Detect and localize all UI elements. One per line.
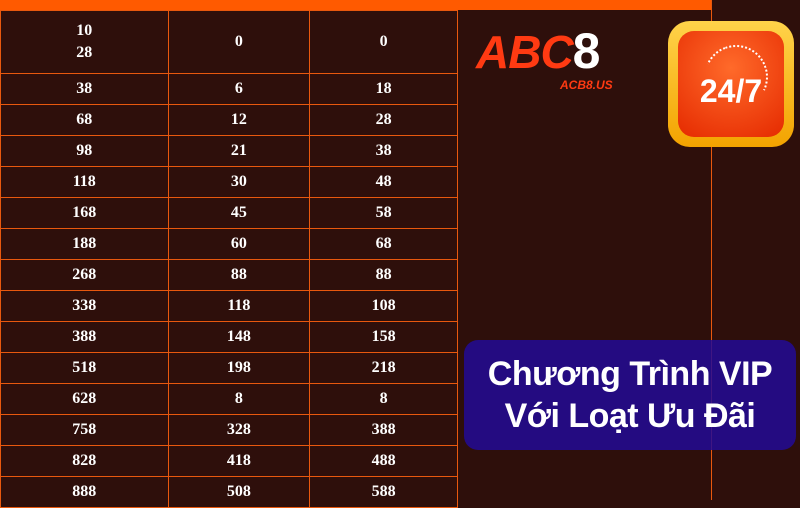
table-cell: 828 bbox=[0, 445, 169, 477]
logo-eight: 8 bbox=[572, 23, 601, 79]
table-row: 828 418 488 bbox=[0, 445, 458, 477]
cell-top-value: 10 bbox=[76, 22, 93, 39]
table-row: 98 21 38 bbox=[0, 135, 458, 167]
table-row: 118 30 48 bbox=[0, 166, 458, 198]
table-cell: 148 bbox=[167, 321, 311, 353]
table-cell: 60 bbox=[167, 228, 311, 260]
table-cell: 338 bbox=[0, 290, 169, 322]
divider bbox=[711, 0, 712, 500]
logo-abc: ABC bbox=[476, 26, 574, 78]
table-cell: 388 bbox=[0, 321, 169, 353]
cell-bottom-value: 28 bbox=[76, 44, 93, 61]
table-cell: 88 bbox=[309, 259, 458, 291]
abc8-logo: ABC8 ACB8.US bbox=[476, 22, 613, 92]
table-cell: 8 bbox=[309, 383, 458, 415]
table-cell: 88 bbox=[167, 259, 311, 291]
table-cell: 6 bbox=[167, 73, 311, 105]
table-row: 338 118 108 bbox=[0, 290, 458, 322]
table-cell: 888 bbox=[0, 476, 169, 508]
table-cell: 0 bbox=[309, 10, 458, 74]
table-cell: 98 bbox=[0, 135, 169, 167]
table-cell: 118 bbox=[0, 166, 169, 198]
table-row: 758 328 388 bbox=[0, 414, 458, 446]
table-cell: 38 bbox=[309, 135, 458, 167]
table-row: 388 148 158 bbox=[0, 321, 458, 353]
table-cell: 488 bbox=[309, 445, 458, 477]
table-cell: 8 bbox=[167, 383, 311, 415]
table-row: 518 198 218 bbox=[0, 352, 458, 384]
table-cell: 68 bbox=[309, 228, 458, 260]
logo-domain: ACB8.US bbox=[560, 78, 613, 92]
table-row: 10 28 0 0 bbox=[0, 10, 458, 74]
table-row: 268 88 88 bbox=[0, 259, 458, 291]
table-cell: 58 bbox=[309, 197, 458, 229]
banner-title: Chương Trình VIP Với Loạt Ưu Đãi bbox=[487, 355, 773, 435]
table-cell: 508 bbox=[167, 476, 311, 508]
table-cell: 118 bbox=[167, 290, 311, 322]
table-cell: 48 bbox=[309, 166, 458, 198]
table-cell: 28 bbox=[309, 104, 458, 136]
table-cell: 10 28 bbox=[0, 10, 169, 74]
table-cell: 218 bbox=[309, 352, 458, 384]
table-cell: 168 bbox=[0, 197, 169, 229]
table-cell: 68 bbox=[0, 104, 169, 136]
table-row: 168 45 58 bbox=[0, 197, 458, 229]
table-cell: 21 bbox=[167, 135, 311, 167]
table-cell: 388 bbox=[309, 414, 458, 446]
vip-table: 10 28 0 0 38 6 18 68 12 28 98 21 38 118 30 48 168 45 58… bbox=[0, 10, 458, 508]
table-cell: 108 bbox=[309, 290, 458, 322]
table-row: 628 8 8 bbox=[0, 383, 458, 415]
table-header-bar bbox=[0, 0, 711, 10]
table-cell: 418 bbox=[167, 445, 311, 477]
table-cell: 198 bbox=[167, 352, 311, 384]
table-cell: 758 bbox=[0, 414, 169, 446]
promo-banner: Chương Trình VIP Với Loạt Ưu Đãi bbox=[464, 340, 796, 450]
support-24-7-badge: 24/7 bbox=[668, 21, 794, 147]
table-row: 68 12 28 bbox=[0, 104, 458, 136]
table-cell: 45 bbox=[167, 197, 311, 229]
table-row: 38 6 18 bbox=[0, 73, 458, 105]
table-cell: 518 bbox=[0, 352, 169, 384]
table-cell: 328 bbox=[167, 414, 311, 446]
table-cell: 12 bbox=[167, 104, 311, 136]
table-cell: 18 bbox=[309, 73, 458, 105]
table-cell: 158 bbox=[309, 321, 458, 353]
table-cell: 0 bbox=[167, 10, 311, 74]
badge-text: 24/7 bbox=[699, 72, 763, 109]
table-cell: 628 bbox=[0, 383, 169, 415]
table-cell: 38 bbox=[0, 73, 169, 105]
table-cell: 588 bbox=[309, 476, 458, 508]
table-cell: 268 bbox=[0, 259, 169, 291]
table-row: 888 508 588 bbox=[0, 476, 458, 508]
badge-inner: 24/7 bbox=[678, 31, 784, 137]
table-row: 188 60 68 bbox=[0, 228, 458, 260]
table-cell: 188 bbox=[0, 228, 169, 260]
table-cell: 30 bbox=[167, 166, 311, 198]
